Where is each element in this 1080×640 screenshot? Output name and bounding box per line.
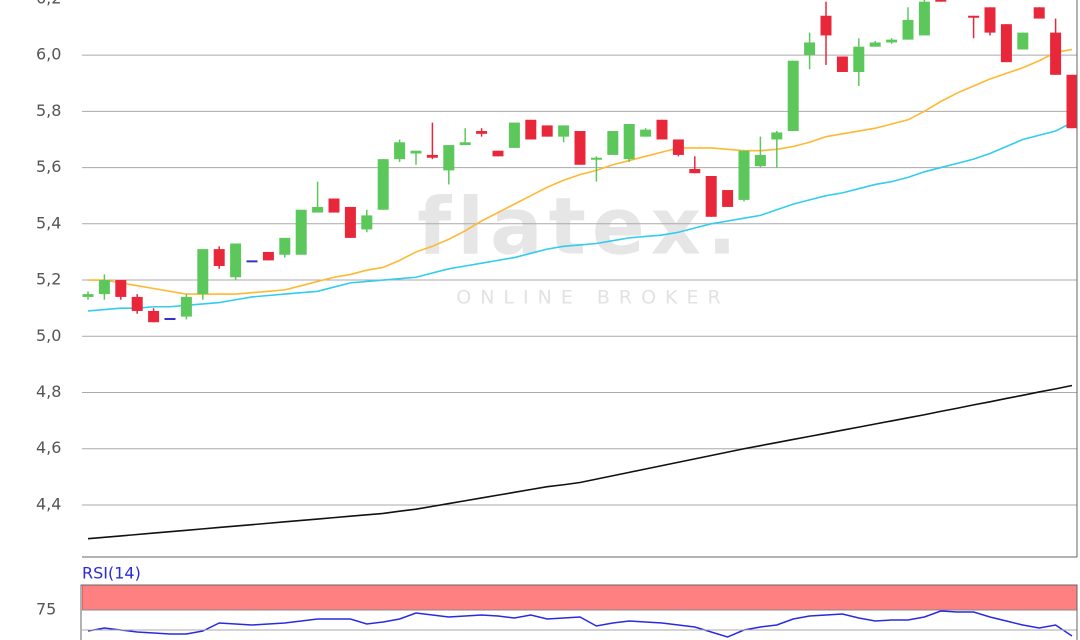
candle-body: [869, 42, 881, 47]
candle-body: [558, 125, 570, 137]
candle-body: [787, 60, 799, 132]
candle-body: [656, 119, 668, 140]
candle-body: [574, 131, 586, 165]
y-tick-label: 5,4: [36, 213, 61, 232]
moving-average-line: [87, 384, 1073, 540]
candle-body: [607, 131, 619, 155]
candle-body: [443, 145, 455, 171]
indicator-area: [82, 585, 1077, 638]
candle-body: [1033, 7, 1045, 19]
candle-body: [541, 125, 553, 137]
candle-body: [410, 150, 422, 154]
y-tick-label: 4,4: [36, 494, 61, 513]
candle-body: [640, 129, 652, 137]
candle-body: [804, 42, 816, 56]
candle-body: [918, 1, 930, 36]
indicator-border: [80, 584, 1078, 640]
candle-body: [295, 209, 307, 255]
candle-body: [115, 280, 127, 297]
candle-body: [230, 243, 242, 278]
candle-body: [361, 215, 373, 230]
candle-body: [705, 176, 717, 217]
candle-body: [82, 294, 94, 297]
candle-body: [754, 154, 766, 167]
candle-body: [968, 15, 980, 18]
candle-body: [590, 157, 602, 160]
candle-body: [508, 122, 520, 148]
candle-body: [984, 7, 996, 33]
y-tick-label: 5,0: [36, 326, 61, 345]
candle-body: [525, 119, 537, 140]
candle-body: [328, 198, 340, 213]
candle-body: [197, 249, 209, 295]
candle-body: [377, 159, 389, 210]
candle-body: [738, 150, 750, 200]
y-tick-label: 5,6: [36, 157, 61, 176]
indicator-zone: [82, 585, 1077, 611]
candle-body: [312, 206, 324, 213]
candle-body: [164, 318, 176, 321]
indicator-tick-label: 75: [36, 600, 56, 619]
candle-body: [1066, 74, 1077, 129]
candle-body: [689, 168, 701, 174]
candle-body: [902, 19, 914, 40]
candle-body: [1017, 32, 1029, 50]
plot-area: [82, 0, 1077, 540]
y-tick-label: 4,6: [36, 438, 61, 457]
candle-body: [820, 15, 832, 36]
y-tick-label: 6,0: [36, 45, 61, 64]
watermark-tagline: ONLINE BROKER: [456, 287, 729, 309]
candle-body: [1050, 32, 1062, 75]
candle-body: [459, 142, 471, 146]
candle-body: [262, 251, 274, 261]
candle-body: [853, 46, 865, 72]
moving-average-line: [88, 48, 1073, 295]
indicator-title: RSI(14): [82, 564, 141, 583]
y-tick-label: 5,2: [36, 270, 61, 289]
candle-body: [246, 260, 258, 263]
y-tick-label: 5,8: [36, 101, 61, 120]
candle-body: [213, 249, 225, 266]
y-tick-label: 4,8: [36, 382, 61, 401]
candle-body: [886, 39, 898, 43]
candle-body: [476, 131, 488, 134]
candle-body: [279, 237, 291, 255]
candle-body: [180, 296, 192, 317]
candle-body: [1000, 24, 1012, 63]
candle-body: [722, 190, 734, 207]
candle-body: [148, 310, 160, 323]
candle-body: [836, 56, 848, 72]
candle-body: [98, 280, 110, 295]
y-tick-label: 6,2: [36, 0, 61, 7]
candle-body: [492, 150, 504, 157]
candle-body: [394, 142, 406, 160]
candle-body: [771, 132, 783, 140]
candle-body: [426, 154, 438, 158]
candle-body: [344, 206, 356, 238]
moving-average-line: [87, 121, 1073, 312]
candle-body: [935, 0, 947, 2]
candle-body: [672, 139, 684, 155]
indicator-line: [87, 610, 1073, 638]
candle-body: [623, 123, 635, 160]
candle-body: [131, 296, 143, 311]
